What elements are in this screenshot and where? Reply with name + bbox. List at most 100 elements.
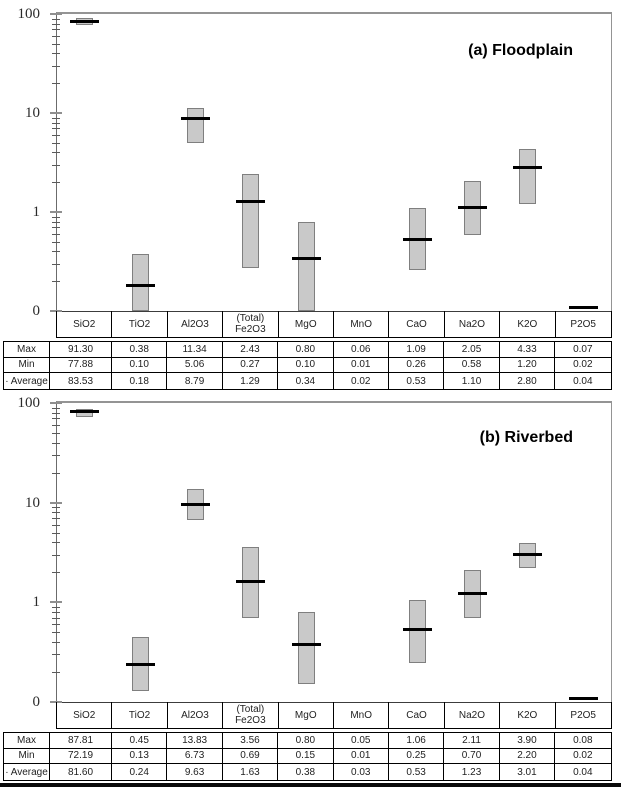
stats-value-cell: 8.79: [167, 373, 223, 389]
stats-value-cell: 3.90: [499, 733, 556, 749]
stats-value-cell: 2.20: [499, 748, 556, 765]
minor-tick: [52, 234, 60, 235]
minor-tick: [52, 53, 60, 54]
average-dash: [569, 697, 598, 700]
category-header-cell: MnO: [334, 311, 390, 337]
stats-row-label-cell: · Average: [4, 373, 50, 389]
stats-value-cell: 77.88: [50, 357, 112, 374]
average-dash: [181, 503, 210, 506]
stats-value-cell: 4.33: [499, 342, 556, 358]
minor-tick: [52, 555, 60, 556]
category-header-cell: MgO: [279, 702, 334, 728]
average-dash: [513, 553, 542, 556]
stats-value-cell: 0.02: [555, 749, 611, 765]
stats-value-cell: 83.53: [50, 373, 112, 389]
range-box: [298, 612, 315, 684]
minor-tick: [52, 19, 60, 20]
average-dash: [569, 306, 598, 309]
stats-value-cell: 2.80: [500, 373, 556, 389]
stats-value-cell: 0.80: [278, 733, 334, 749]
y-axis-tick-label: 100: [17, 6, 41, 22]
major-tick: [50, 211, 62, 213]
stats-value-cell: 0.27: [222, 357, 279, 374]
stats-value-cell: 0.45: [112, 733, 168, 749]
average-dash: [292, 643, 321, 646]
range-box: [76, 409, 93, 417]
stats-value-cell: 0.10: [278, 357, 334, 374]
stats-value-cell: 9.63: [167, 764, 223, 780]
minor-tick: [52, 672, 60, 673]
category-header-cell: TiO2: [112, 702, 168, 728]
average-dash: [458, 592, 487, 595]
stats-value-cell: 0.07: [555, 342, 611, 358]
average-dash: [403, 238, 432, 241]
minor-tick: [52, 29, 60, 30]
category-header-cell: K2O: [500, 702, 556, 728]
major-tick: [50, 13, 62, 15]
category-header-cell: P2O5: [570, 709, 596, 721]
minor-tick: [52, 152, 60, 153]
minor-tick: [52, 251, 60, 252]
minor-tick: [52, 607, 60, 608]
minor-tick: [52, 217, 60, 218]
minor-tick: [52, 83, 60, 84]
average-dash: [70, 20, 99, 23]
stats-row-label-cell: Max: [4, 733, 50, 749]
stats-value-cell: 1.63: [223, 764, 279, 780]
average-dash: [458, 206, 487, 209]
minor-tick: [52, 118, 60, 119]
minor-tick: [52, 123, 60, 124]
stats-value-cell: 1.10: [444, 373, 500, 389]
stats-value-cell: 0.69: [222, 748, 279, 765]
minor-tick: [52, 165, 60, 166]
range-box: [242, 174, 259, 268]
stats-value-cell: 0.53: [389, 764, 445, 780]
stats-value-cell: 1.06: [388, 733, 445, 749]
minor-tick: [52, 44, 60, 45]
stats-value-cell: 0.18: [112, 373, 168, 389]
minor-tick: [52, 182, 60, 183]
stats-value-cell: 0.34: [278, 373, 334, 389]
minor-tick: [52, 66, 60, 67]
minor-tick: [52, 425, 60, 426]
stats-row-label-cell: Max: [4, 342, 50, 358]
category-header-cell: TiO2: [112, 311, 168, 337]
stats-value-cell: 0.53: [389, 373, 445, 389]
minor-tick: [52, 413, 60, 414]
category-header-cell: (Total) Fe2O3: [223, 311, 279, 337]
stats-table: Max 91.30 0.38 11.34 2.43 0.80 0.06 1.09 2.05 4.3…: [3, 341, 612, 390]
stats-value-cell: 0.03: [334, 764, 389, 780]
stats-value-cell: 5.06: [167, 357, 223, 374]
stats-value-cell: 0.15: [278, 748, 334, 765]
stats-value-cell: 3.56: [222, 733, 279, 749]
stats-row-label-cell: Min: [4, 748, 50, 765]
stats-value-cell: 72.19: [50, 748, 112, 765]
minor-tick: [52, 408, 60, 409]
category-header-cell: Na2O: [445, 702, 501, 728]
minor-tick: [52, 227, 60, 228]
stats-value-cell: 0.04: [573, 766, 593, 778]
average-dash: [70, 410, 99, 413]
minor-tick: [52, 143, 60, 144]
category-header-cell: SiO2: [57, 702, 113, 728]
average-dash: [126, 663, 155, 666]
stats-value-cell: 0.05: [333, 733, 389, 749]
stats-row-label-cell: Min: [4, 357, 50, 374]
minor-tick: [52, 518, 60, 519]
stats-value-cell: 0.38: [112, 342, 168, 358]
minor-tick: [52, 533, 60, 534]
minor-tick: [52, 443, 60, 444]
category-header-cell: CaO: [389, 702, 445, 728]
average-dash: [236, 580, 265, 583]
category-header-row: SiO2 TiO2 Al2O3 (Total) Fe2O3 MgO MnO CaO Na2O K…: [56, 702, 612, 729]
stats-value-cell: 0.25: [388, 748, 445, 765]
y-axis-tick-label: 1: [32, 594, 41, 611]
stats-value-cell: 0.10: [112, 357, 168, 374]
minor-tick: [52, 135, 60, 136]
stats-value-cell: 2.05: [444, 342, 500, 358]
y-axis-tick-label: 0: [32, 694, 41, 710]
stats-value-cell: 0.01: [333, 357, 389, 374]
plot-area-frame: [56, 401, 612, 703]
